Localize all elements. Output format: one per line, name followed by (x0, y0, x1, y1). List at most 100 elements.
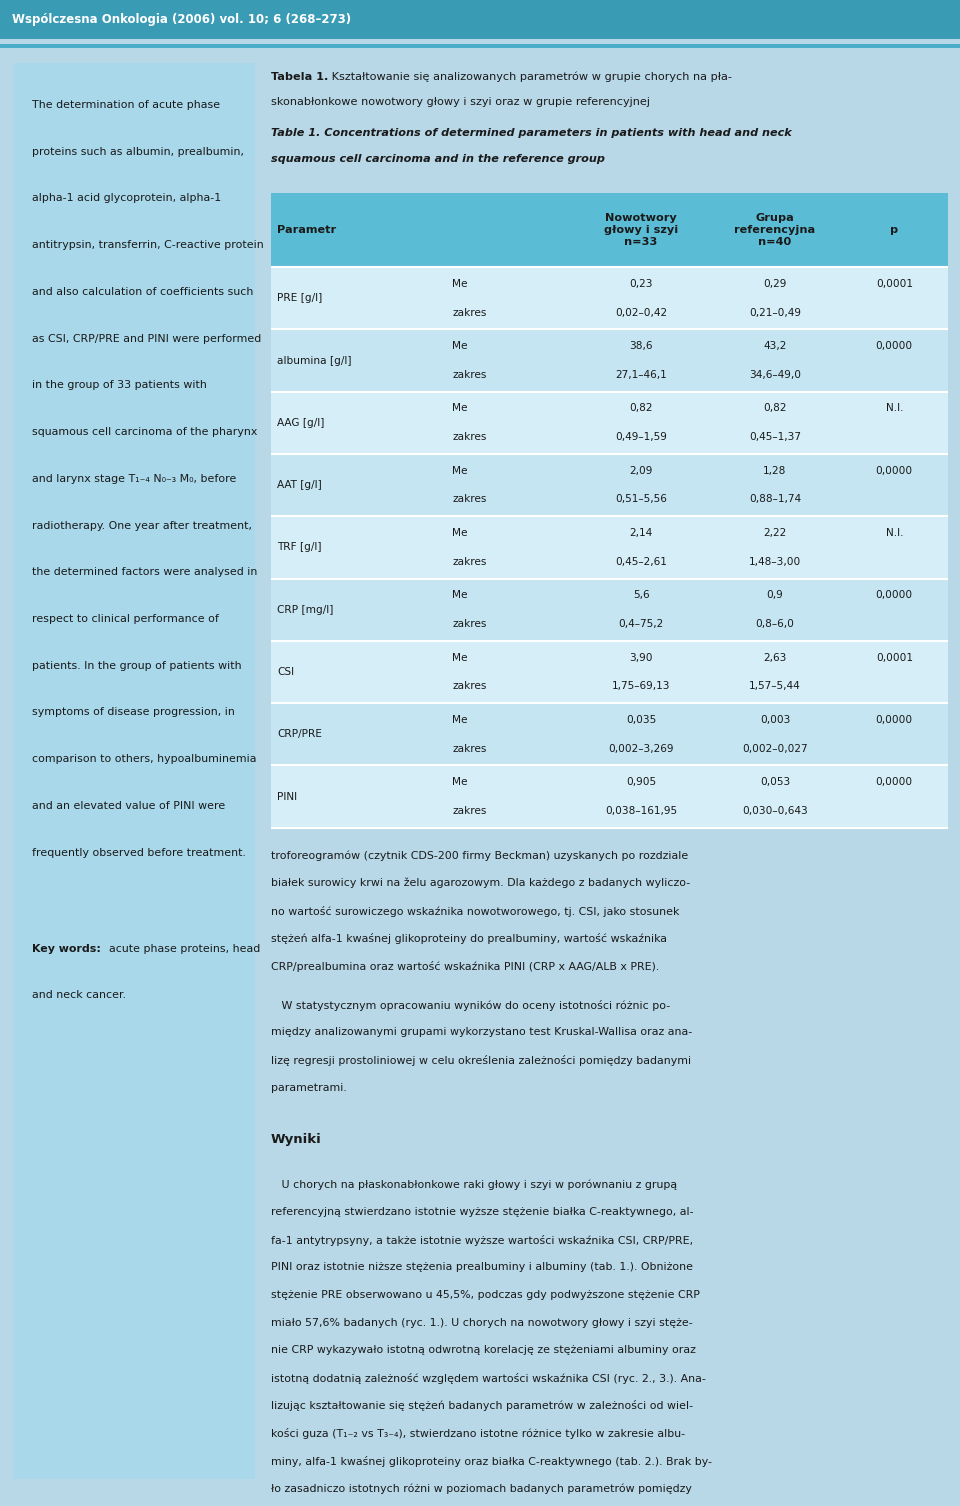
Text: miało 57,6% badanych (ryc. 1.). U chorych na nowotwory głowy i szyi stęże-: miało 57,6% badanych (ryc. 1.). U choryc… (271, 1318, 692, 1327)
Text: 0,038–161,95: 0,038–161,95 (605, 806, 677, 816)
Text: and neck cancer.: and neck cancer. (32, 991, 126, 1000)
Text: 0,49–1,59: 0,49–1,59 (615, 432, 667, 443)
Text: Me: Me (452, 652, 468, 663)
Text: referencyjną stwierdzano istotnie wyższe stężenie białka C-reaktywnego, al-: referencyjną stwierdzano istotnie wyższe… (271, 1208, 693, 1217)
Text: 0,23: 0,23 (630, 279, 653, 289)
Text: CSI: CSI (277, 667, 295, 678)
Text: 1,48–3,00: 1,48–3,00 (749, 557, 801, 566)
Text: 38,6: 38,6 (630, 342, 653, 351)
Text: Me: Me (452, 715, 468, 724)
Text: Grupa
referencyjna
n=40: Grupa referencyjna n=40 (734, 214, 816, 247)
Text: Me: Me (452, 342, 468, 351)
Text: radiotherapy. One year after treatment,: radiotherapy. One year after treatment, (32, 521, 252, 530)
Text: 0,45–1,37: 0,45–1,37 (749, 432, 801, 443)
Text: and also calculation of coefficients such: and also calculation of coefficients suc… (32, 288, 252, 297)
Text: Me: Me (452, 529, 468, 538)
Text: 0,45–2,61: 0,45–2,61 (615, 557, 667, 566)
Text: lizę regresji prostoliniowej w celu określenia zależności pomiędzy badanymi: lizę regresji prostoliniowej w celu okre… (271, 1054, 691, 1066)
Text: 0,0000: 0,0000 (876, 715, 913, 724)
Text: 1,57–5,44: 1,57–5,44 (749, 681, 801, 691)
Text: Nowotwory
głowy i szyi
n=33: Nowotwory głowy i szyi n=33 (604, 214, 679, 247)
Text: and larynx stage T₁₋₄ N₀₋₃ M₀, before: and larynx stage T₁₋₄ N₀₋₃ M₀, before (32, 474, 236, 483)
Text: 34,6–49,0: 34,6–49,0 (749, 370, 801, 380)
Text: istotną dodatnią zależność względem wartości wskaźnika CSI (ryc. 2., 3.). Ana-: istotną dodatnią zależność względem wart… (271, 1373, 706, 1384)
Text: Me: Me (452, 590, 468, 601)
Text: N.I.: N.I. (885, 529, 903, 538)
Text: W statystycznym opracowaniu wyników do oceny istotności różnic po-: W statystycznym opracowaniu wyników do o… (271, 1000, 670, 1011)
Text: squamous cell carcinoma of the pharynx: squamous cell carcinoma of the pharynx (32, 428, 257, 437)
Text: ło zasadniczo istotnych różni w poziomach badanych parametrów pomiędzy: ło zasadniczo istotnych różni w poziomac… (271, 1483, 691, 1494)
Text: między analizowanymi grupami wykorzystano test Kruskal-Wallisa oraz ana-: między analizowanymi grupami wykorzystan… (271, 1027, 692, 1038)
Text: AAT [g/l]: AAT [g/l] (277, 480, 323, 489)
Text: Wspólczesna Onkologia (2006) vol. 10; 6 (268–273): Wspólczesna Onkologia (2006) vol. 10; 6 … (12, 14, 350, 26)
Bar (271, 703, 948, 765)
Text: 0,0001: 0,0001 (876, 279, 913, 289)
Text: 3,90: 3,90 (630, 652, 653, 663)
Text: stężeń alfa-1 kwaśnej glikoproteiny do prealbuminy, wartość wskaźnika: stężeń alfa-1 kwaśnej glikoproteiny do p… (271, 934, 666, 944)
Bar (271, 267, 948, 330)
Text: comparison to others, hypoalbuminemia: comparison to others, hypoalbuminemia (32, 755, 256, 764)
Text: 43,2: 43,2 (763, 342, 786, 351)
Text: 0,905: 0,905 (626, 777, 657, 788)
Text: 27,1–46,1: 27,1–46,1 (615, 370, 667, 380)
Text: lizując kształtowanie się stężeń badanych parametrów w zależności od wiel-: lizując kształtowanie się stężeń badanyc… (271, 1401, 693, 1411)
Text: N.I.: N.I. (885, 404, 903, 414)
Text: białek surowicy krwi na želu agarozowym. Dla każdego z badanych wyliczo-: białek surowicy krwi na želu agarozowym.… (271, 878, 690, 889)
Text: Kształtowanie się analizowanych parametrów w grupie chorych na pła-: Kształtowanie się analizowanych parametr… (328, 72, 732, 83)
Text: patients. In the group of patients with: patients. In the group of patients with (32, 661, 241, 670)
Text: the determined factors were analysed in: the determined factors were analysed in (32, 568, 257, 577)
Text: PINI oraz istotnie niższe stężenia prealbuminy i albuminy (tab. 1.). Obniżone: PINI oraz istotnie niższe stężenia preal… (271, 1262, 693, 1273)
Text: 0,003: 0,003 (759, 715, 790, 724)
Text: alpha-1 acid glycoprotein, alpha-1: alpha-1 acid glycoprotein, alpha-1 (32, 193, 221, 203)
Text: 0,002–0,027: 0,002–0,027 (742, 744, 807, 753)
Bar (271, 392, 948, 453)
Bar (271, 642, 948, 703)
Bar (271, 453, 948, 517)
Text: AAG [g/l]: AAG [g/l] (277, 417, 324, 428)
Text: zakres: zakres (452, 619, 487, 630)
Text: 0,053: 0,053 (760, 777, 790, 788)
Text: 0,4–75,2: 0,4–75,2 (618, 619, 663, 630)
Text: nie CRP wykazywało istotną odwrotną korelację ze stężeniami albuminy oraz: nie CRP wykazywało istotną odwrotną kore… (271, 1345, 696, 1355)
Text: zakres: zakres (452, 806, 487, 816)
Text: parametrami.: parametrami. (271, 1083, 347, 1092)
Text: albumina [g/l]: albumina [g/l] (277, 355, 352, 366)
Text: Me: Me (452, 465, 468, 476)
Text: The determination of acute phase: The determination of acute phase (32, 99, 220, 110)
Text: Key words:: Key words: (32, 944, 101, 953)
Text: 0,02–0,42: 0,02–0,42 (615, 307, 667, 318)
Text: 0,0000: 0,0000 (876, 342, 913, 351)
Text: CRP/prealbumina oraz wartość wskaźnika PINI (CRP x AAG/ALB x PRE).: CRP/prealbumina oraz wartość wskaźnika P… (271, 961, 659, 971)
Text: CRP/PRE: CRP/PRE (277, 729, 323, 739)
Text: 0,002–3,269: 0,002–3,269 (609, 744, 674, 753)
Text: 0,82: 0,82 (763, 404, 787, 414)
Text: skonabłonkowe nowotwory głowy i szyi oraz w grupie referencyjnej: skonabłonkowe nowotwory głowy i szyi ora… (271, 98, 650, 107)
Text: proteins such as albumin, prealbumin,: proteins such as albumin, prealbumin, (32, 146, 244, 157)
Text: 2,14: 2,14 (630, 529, 653, 538)
Text: respect to clinical performance of: respect to clinical performance of (32, 614, 219, 623)
Text: miny, alfa-1 kwaśnej glikoproteiny oraz białka C-reaktywnego (tab. 2.). Brak by-: miny, alfa-1 kwaśnej glikoproteiny oraz … (271, 1455, 711, 1467)
Bar (271, 193, 948, 267)
Text: antitrypsin, transferrin, C-reactive protein: antitrypsin, transferrin, C-reactive pro… (32, 239, 263, 250)
Text: frequently observed before treatment.: frequently observed before treatment. (32, 848, 246, 857)
Text: acute phase proteins, head: acute phase proteins, head (109, 944, 260, 953)
Text: in the group of 33 patients with: in the group of 33 patients with (32, 381, 206, 390)
Text: 0,0000: 0,0000 (876, 590, 913, 601)
Text: 1,75–69,13: 1,75–69,13 (612, 681, 670, 691)
Text: Me: Me (452, 777, 468, 788)
Text: as CSI, CRP/PRE and PINI were performed: as CSI, CRP/PRE and PINI were performed (32, 334, 261, 343)
Text: 0,0000: 0,0000 (876, 465, 913, 476)
Text: zakres: zakres (452, 557, 487, 566)
Text: p: p (890, 226, 899, 235)
Text: no wartość surowiczego wskaźnika nowotworowego, tj. CSI, jako stosunek: no wartość surowiczego wskaźnika nowotwo… (271, 905, 679, 917)
Bar (271, 578, 948, 642)
Text: Parametr: Parametr (277, 226, 337, 235)
Text: 2,22: 2,22 (763, 529, 786, 538)
Text: TRF [g/l]: TRF [g/l] (277, 542, 322, 553)
Bar (0, 44, 960, 48)
Text: squamous cell carcinoma and in the reference group: squamous cell carcinoma and in the refer… (271, 154, 605, 164)
Text: zakres: zakres (452, 432, 487, 443)
Text: 0,9: 0,9 (767, 590, 783, 601)
Text: 0,51–5,56: 0,51–5,56 (615, 494, 667, 505)
Text: 0,82: 0,82 (630, 404, 653, 414)
